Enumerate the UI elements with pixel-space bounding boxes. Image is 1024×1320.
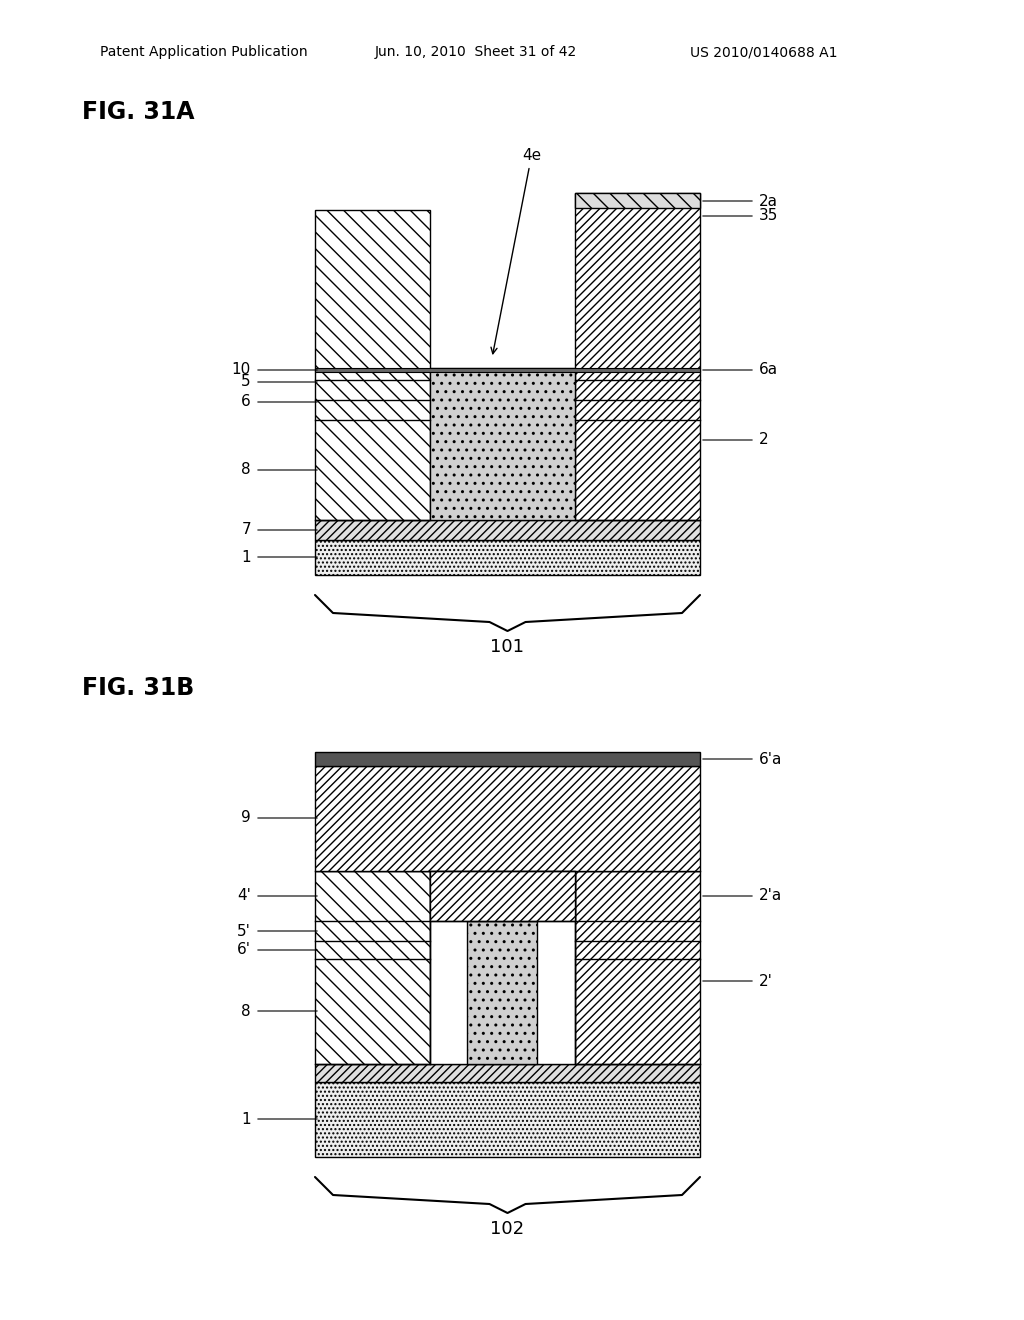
Text: 2a: 2a: [759, 194, 778, 209]
Text: 102: 102: [490, 1220, 524, 1238]
Text: 6a: 6a: [759, 363, 778, 378]
Bar: [430, 871, 575, 921]
Text: Jun. 10, 2010  Sheet 31 of 42: Jun. 10, 2010 Sheet 31 of 42: [375, 45, 578, 59]
Bar: [575, 871, 700, 1064]
Text: 4e: 4e: [490, 148, 541, 354]
Bar: [315, 1082, 700, 1158]
Text: 2'a: 2'a: [759, 888, 782, 903]
Bar: [430, 368, 575, 520]
Text: 35: 35: [759, 209, 778, 223]
Bar: [315, 871, 430, 1064]
Bar: [315, 766, 700, 871]
Text: 8: 8: [242, 462, 251, 478]
Text: 9: 9: [242, 810, 251, 825]
Bar: [575, 193, 700, 209]
Bar: [315, 1064, 700, 1082]
Text: 1: 1: [242, 1111, 251, 1126]
Text: FIG. 31B: FIG. 31B: [82, 676, 195, 700]
Text: 6: 6: [242, 395, 251, 409]
Text: 5': 5': [238, 924, 251, 939]
Bar: [315, 210, 430, 520]
Text: 2': 2': [759, 974, 773, 989]
Text: 2: 2: [759, 433, 769, 447]
Text: Patent Application Publication: Patent Application Publication: [100, 45, 307, 59]
Text: 5: 5: [242, 375, 251, 389]
Text: 10: 10: [231, 363, 251, 378]
Bar: [315, 752, 700, 766]
Text: 6'a: 6'a: [759, 751, 782, 767]
Bar: [315, 368, 700, 372]
Text: 1: 1: [242, 549, 251, 565]
Text: 101: 101: [490, 638, 524, 656]
Text: 8: 8: [242, 1003, 251, 1019]
Text: US 2010/0140688 A1: US 2010/0140688 A1: [690, 45, 838, 59]
Bar: [315, 540, 700, 576]
Bar: [575, 193, 700, 520]
Text: 4': 4': [238, 888, 251, 903]
Text: 6': 6': [237, 942, 251, 957]
Bar: [430, 871, 575, 1064]
Text: 7: 7: [242, 523, 251, 537]
Text: FIG. 31A: FIG. 31A: [82, 100, 195, 124]
Bar: [315, 520, 700, 540]
Bar: [467, 921, 537, 1064]
